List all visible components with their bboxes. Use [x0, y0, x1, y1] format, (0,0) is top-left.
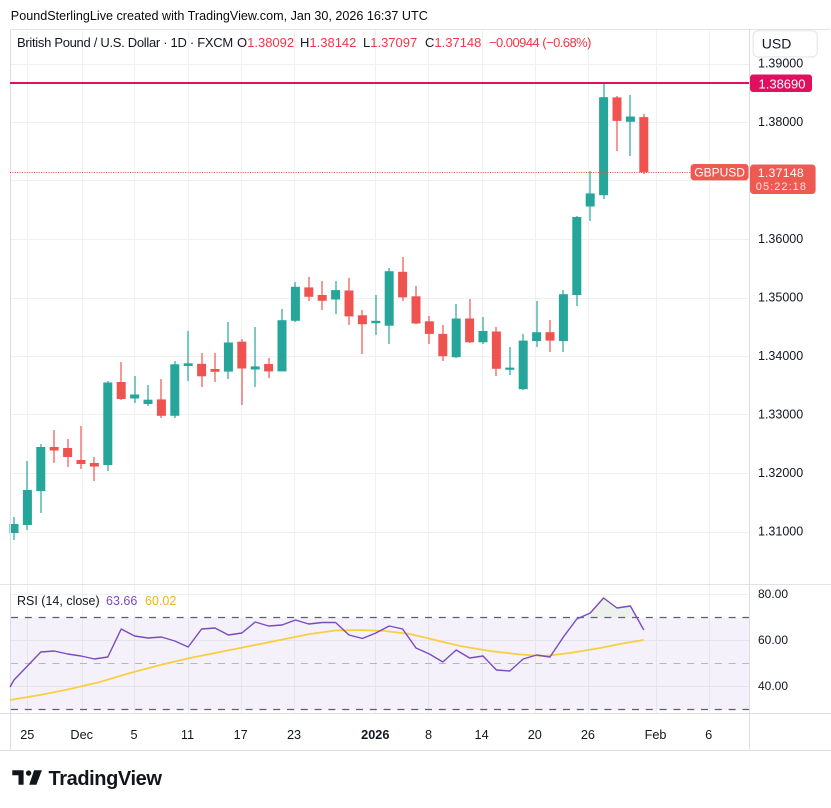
svg-text:2026: 2026: [361, 728, 389, 742]
svg-text:1.31000: 1.31000: [758, 525, 803, 539]
svg-text:05:22:18: 05:22:18: [756, 181, 807, 193]
svg-text:TradingView: TradingView: [49, 768, 163, 790]
svg-text:25: 25: [20, 728, 34, 742]
svg-text:11: 11: [181, 728, 194, 742]
svg-text:8: 8: [425, 728, 432, 742]
svg-text:1.33000: 1.33000: [758, 408, 803, 422]
svg-text:6: 6: [705, 728, 712, 742]
svg-text:20: 20: [528, 728, 542, 742]
svg-text:1.34000: 1.34000: [758, 349, 803, 363]
svg-text:GBPUSD: GBPUSD: [694, 166, 745, 180]
svg-text:5: 5: [130, 728, 137, 742]
svg-text:1.35000: 1.35000: [758, 291, 803, 305]
svg-text:Feb: Feb: [645, 728, 667, 742]
svg-text:Dec: Dec: [70, 728, 93, 742]
svg-text:80.00: 80.00: [758, 587, 788, 601]
svg-text:26: 26: [581, 728, 595, 742]
svg-text:1.38000: 1.38000: [758, 115, 803, 129]
svg-text:USD: USD: [762, 36, 792, 52]
svg-text:1.39000: 1.39000: [758, 57, 803, 71]
svg-text:23: 23: [287, 728, 301, 742]
svg-text:17: 17: [234, 728, 248, 742]
svg-text:1.36000: 1.36000: [758, 232, 803, 246]
svg-text:1.32000: 1.32000: [758, 466, 803, 480]
svg-text:60.00: 60.00: [758, 633, 788, 647]
svg-text:40.00: 40.00: [758, 679, 788, 693]
svg-text:14: 14: [475, 728, 489, 742]
svg-text:1.37148: 1.37148: [758, 166, 804, 180]
svg-text:1.38690: 1.38690: [759, 76, 806, 91]
